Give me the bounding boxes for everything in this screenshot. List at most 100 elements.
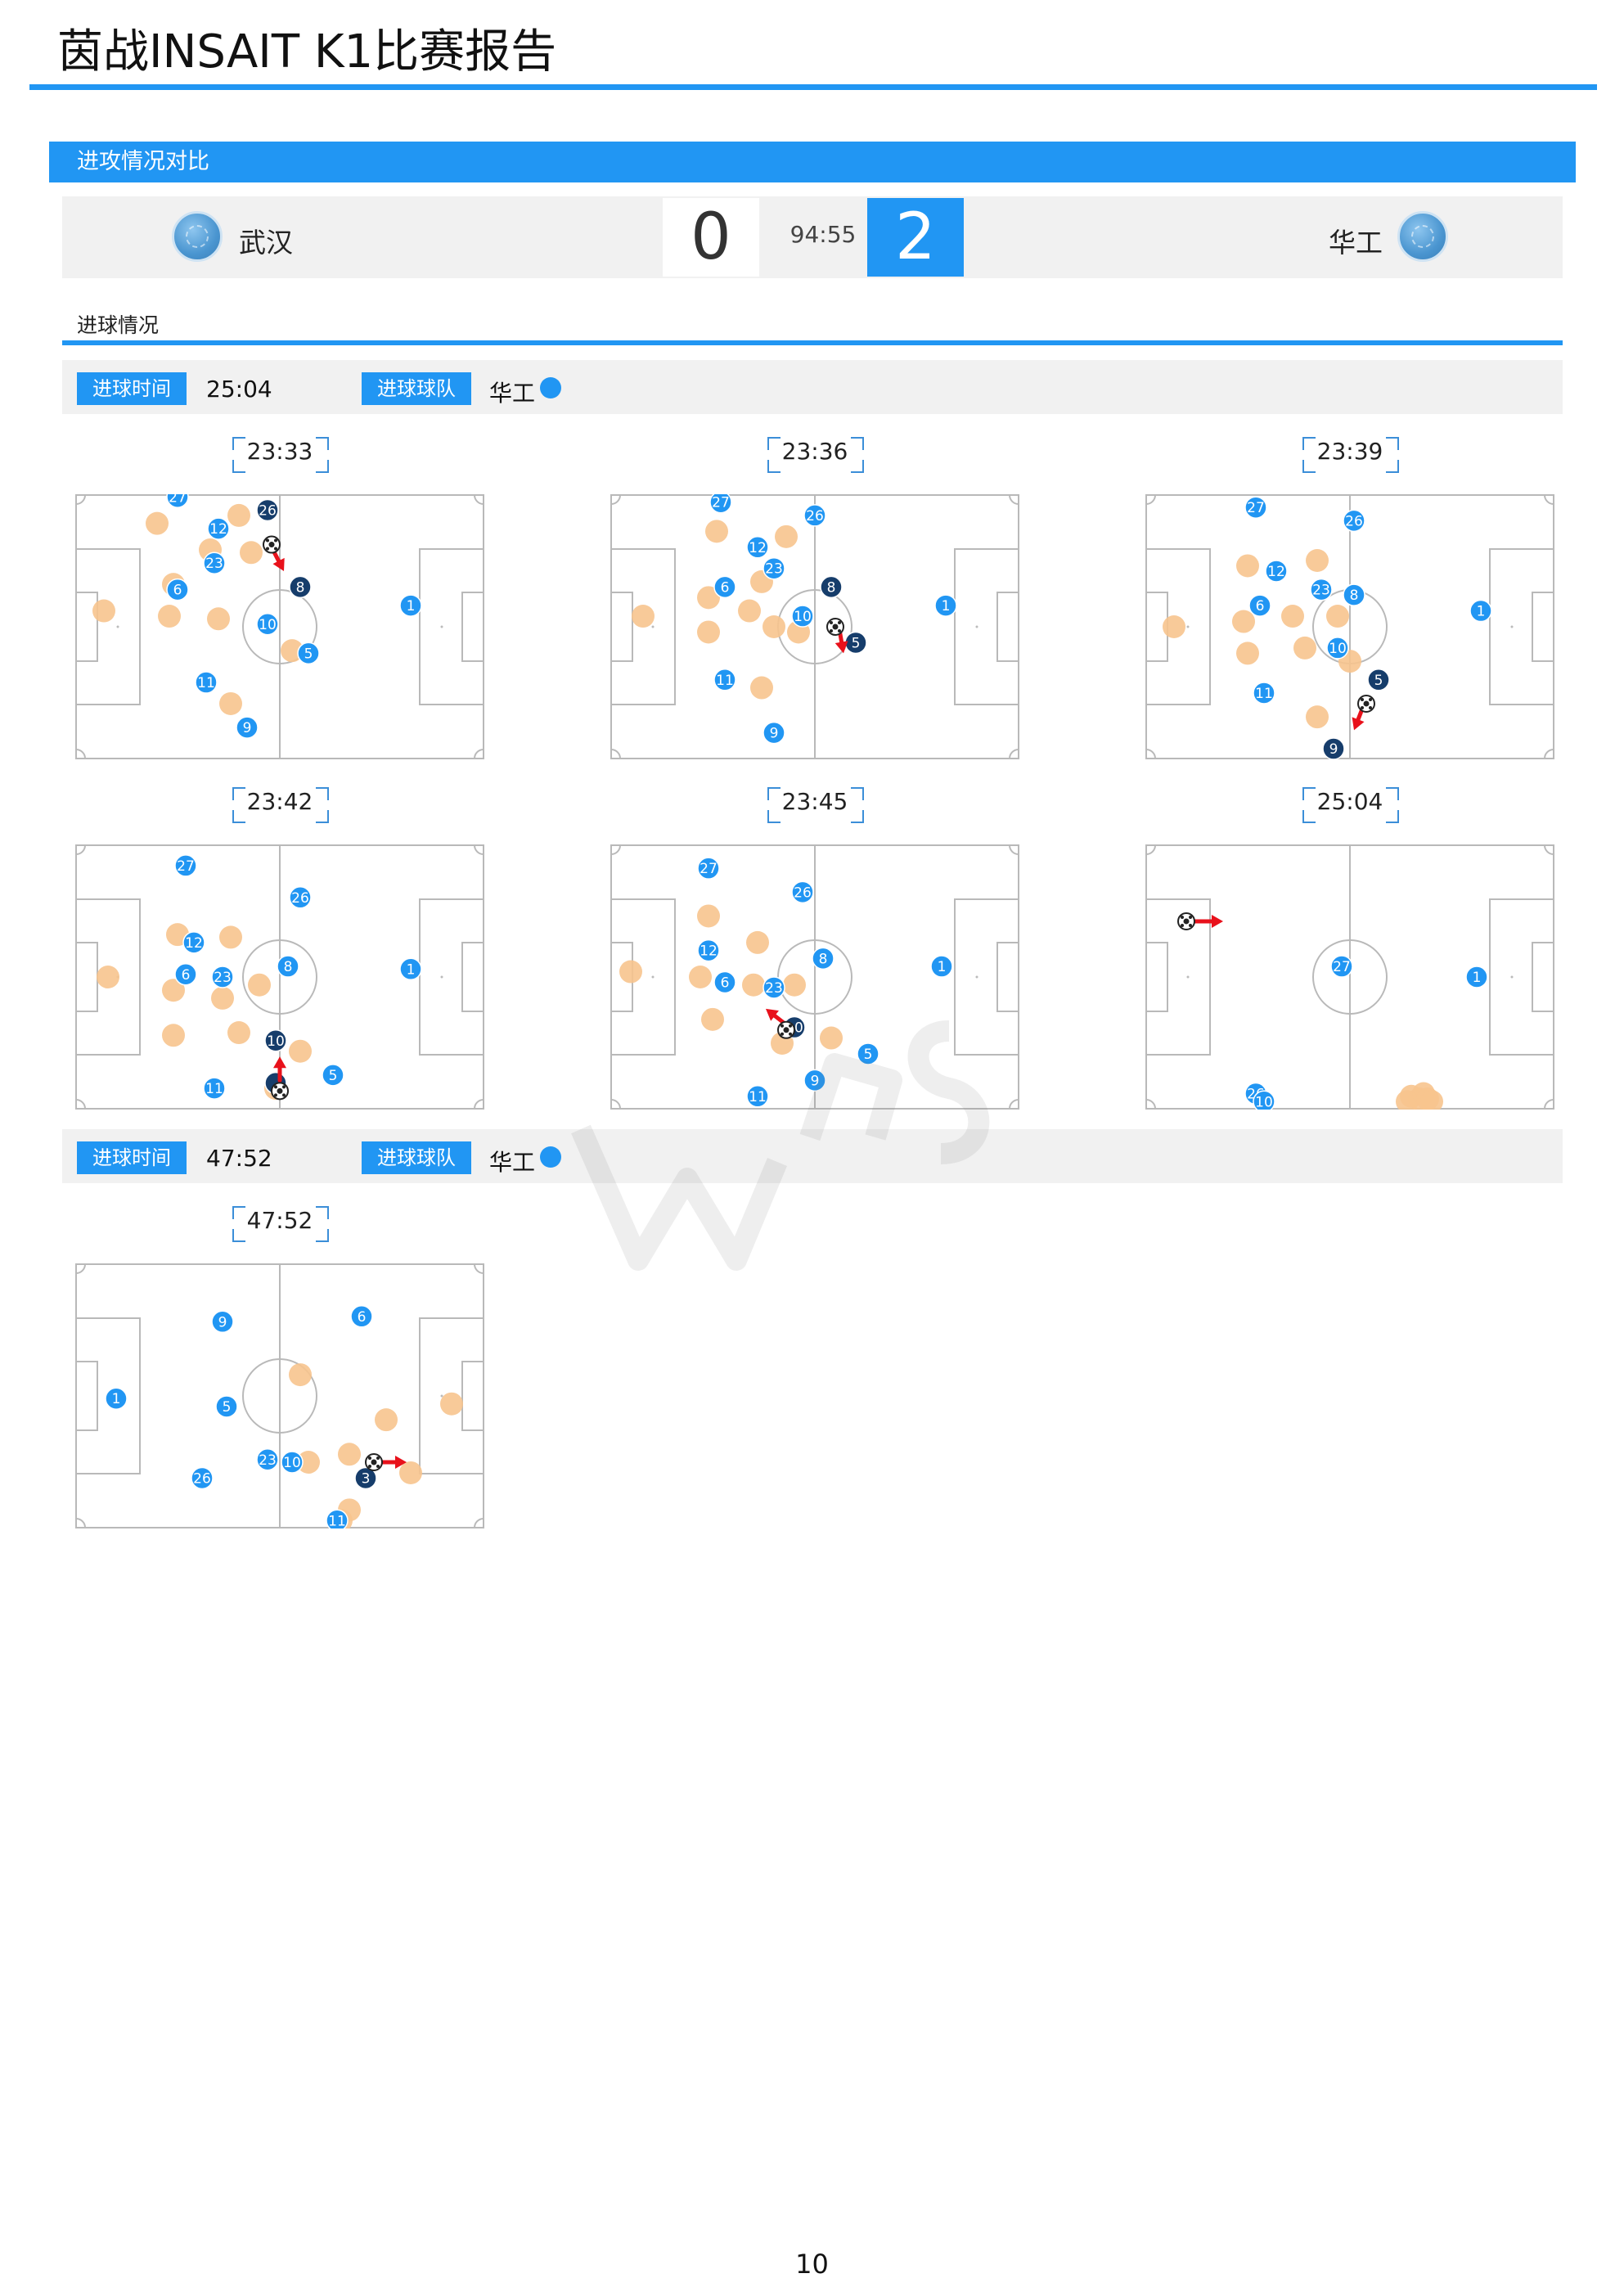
snapshot-time: 23:42: [246, 788, 313, 815]
attacker-marker-0-2-5: 8: [1343, 583, 1365, 606]
frame-bracket-icon: [232, 787, 245, 800]
defender-marker-0-2-3: [1281, 605, 1304, 628]
goal-team-dot-icon: [540, 377, 561, 398]
svg-text:23: 23: [214, 970, 232, 986]
defender-marker-0-1-7: [738, 599, 761, 623]
pitch-diagram: 27261262385119110: [610, 844, 1019, 1110]
attacker-marker-0-0-9: 1: [399, 594, 422, 617]
svg-text:23: 23: [205, 556, 223, 572]
defender-marker-0-1-1: [775, 524, 798, 548]
attacker-marker-0-3-2: 12: [182, 931, 205, 954]
attacker-marker-0-3-1: 26: [289, 886, 312, 909]
svg-text:1: 1: [407, 961, 416, 978]
ball-icon: [777, 1020, 795, 1039]
attacker-marker-1-0-4: 23: [256, 1448, 279, 1471]
defender-marker-0-3-2: [162, 979, 185, 1002]
defender-marker-1-0-4: [297, 1451, 320, 1474]
svg-text:26: 26: [1345, 513, 1363, 529]
attacker-marker-0-3-7: 11: [203, 1077, 226, 1100]
svg-text:5: 5: [852, 635, 861, 651]
attacker-marker-0-2-4: 23: [1310, 578, 1333, 601]
frame-bracket-icon: [851, 437, 864, 450]
carrier-marker-0-1-1: 5: [844, 631, 867, 655]
frame-bracket-icon: [1386, 437, 1399, 450]
attacker-marker-0-0-5: 10: [256, 613, 279, 636]
svg-text:26: 26: [806, 508, 824, 524]
svg-text:11: 11: [1255, 686, 1273, 702]
attacker-marker-1-0-5: 10: [281, 1451, 304, 1474]
ball-icon: [1357, 694, 1375, 713]
attacker-marker-0-1-0: 27: [709, 494, 732, 514]
ball-icon: [263, 535, 281, 554]
attacker-marker-0-4-5: 8: [812, 947, 834, 970]
home-team-logo-icon: [172, 211, 223, 262]
attacker-marker-0-1-1: 26: [803, 504, 826, 527]
svg-text:1: 1: [938, 959, 947, 975]
pitch-diagram: 2726122361051191268: [75, 494, 484, 759]
goal-team-dot-icon: [540, 1146, 561, 1168]
attacker-marker-0-1-7: 9: [763, 721, 785, 745]
goal-team-tag: 进球球队: [362, 1141, 471, 1174]
defender-marker-1-0-0: [289, 1363, 312, 1387]
svg-text:12: 12: [700, 943, 718, 960]
defender-marker-0-2-2: [1232, 610, 1255, 633]
svg-text:6: 6: [358, 1309, 367, 1326]
svg-text:1: 1: [942, 598, 951, 615]
defender-marker-0-4-1: [746, 930, 769, 954]
attacker-marker-0-0-0: 27: [166, 494, 189, 508]
goal-team-tag: 进球球队: [362, 372, 471, 405]
svg-text:5: 5: [223, 1399, 232, 1416]
carrier-marker-0-3-0: 10: [264, 1029, 287, 1052]
goal-summary-row: 进球时间 25:04 进球球队 华工: [62, 360, 1563, 414]
frame-bracket-icon: [851, 787, 864, 800]
frame-bracket-icon: [232, 460, 245, 473]
defender-marker-0-2-9: [1163, 615, 1185, 638]
snapshot-frame: 23:36 27 26 12 23 6 10 11 9 1 8 5: [610, 435, 1019, 763]
snapshot-frame: 25:042712610: [1145, 786, 1554, 1113]
defender-marker-0-2-0: [1236, 554, 1259, 578]
carrier-marker-0-1-0: 8: [820, 575, 843, 599]
attacker-marker-1-0-0: 9: [211, 1310, 234, 1334]
attacker-marker-1-0-1: 6: [350, 1305, 373, 1328]
svg-text:11: 11: [716, 673, 734, 689]
pitch-diagram: 9 6 1 5 23 10 26 11 3: [75, 1263, 484, 1528]
frame-bracket-icon: [767, 810, 781, 823]
svg-text:6: 6: [721, 579, 730, 596]
defender-marker-0-0-1: [227, 503, 250, 527]
defender-marker-0-4-3: [742, 973, 765, 997]
frame-bracket-icon: [232, 810, 245, 823]
frame-bracket-icon: [232, 1206, 245, 1219]
svg-text:11: 11: [749, 1089, 767, 1105]
defender-marker-0-1-8: [750, 676, 773, 700]
attacker-marker-0-4-0: 27: [697, 857, 720, 880]
defender-marker-0-1-5: [763, 615, 785, 638]
attacker-marker-0-1-4: 6: [713, 575, 736, 599]
carrier-marker-0-2-0: 5: [1367, 669, 1390, 691]
defender-marker-0-3-9: [97, 966, 119, 988]
carrier-marker-0-0-1: 8: [289, 575, 312, 599]
defender-marker-0-3-7: [289, 1039, 312, 1063]
svg-text:6: 6: [721, 975, 730, 991]
attacker-marker-0-0-3: 23: [203, 551, 226, 574]
svg-text:9: 9: [811, 1073, 820, 1089]
frame-bracket-icon: [851, 460, 864, 473]
svg-text:10: 10: [794, 609, 812, 625]
svg-text:27: 27: [177, 858, 195, 875]
scoreboard: 武汉 0 94:55 2 华工: [62, 196, 1563, 278]
defender-marker-0-5-5: [1396, 1090, 1419, 1110]
svg-text:9: 9: [770, 726, 779, 742]
goal-team-value: 华工: [489, 380, 536, 407]
goal-summary-row: 进球时间 47:52 进球球队 华工: [62, 1129, 1563, 1183]
attacker-marker-0-4-9: 1: [930, 955, 953, 978]
svg-text:23: 23: [1312, 583, 1330, 599]
snapshot-time: 23:39: [1316, 438, 1383, 465]
attacker-marker-0-4-2: 12: [697, 939, 720, 962]
attacker-marker-0-5-1: 1: [1465, 966, 1488, 988]
attacker-marker-0-1-5: 10: [791, 605, 814, 628]
defender-marker-0-4-5: [701, 1007, 724, 1031]
away-team-name: 华工: [1329, 227, 1383, 259]
frame-bracket-icon: [1386, 787, 1399, 800]
svg-text:26: 26: [291, 890, 309, 907]
svg-text:9: 9: [218, 1314, 227, 1330]
